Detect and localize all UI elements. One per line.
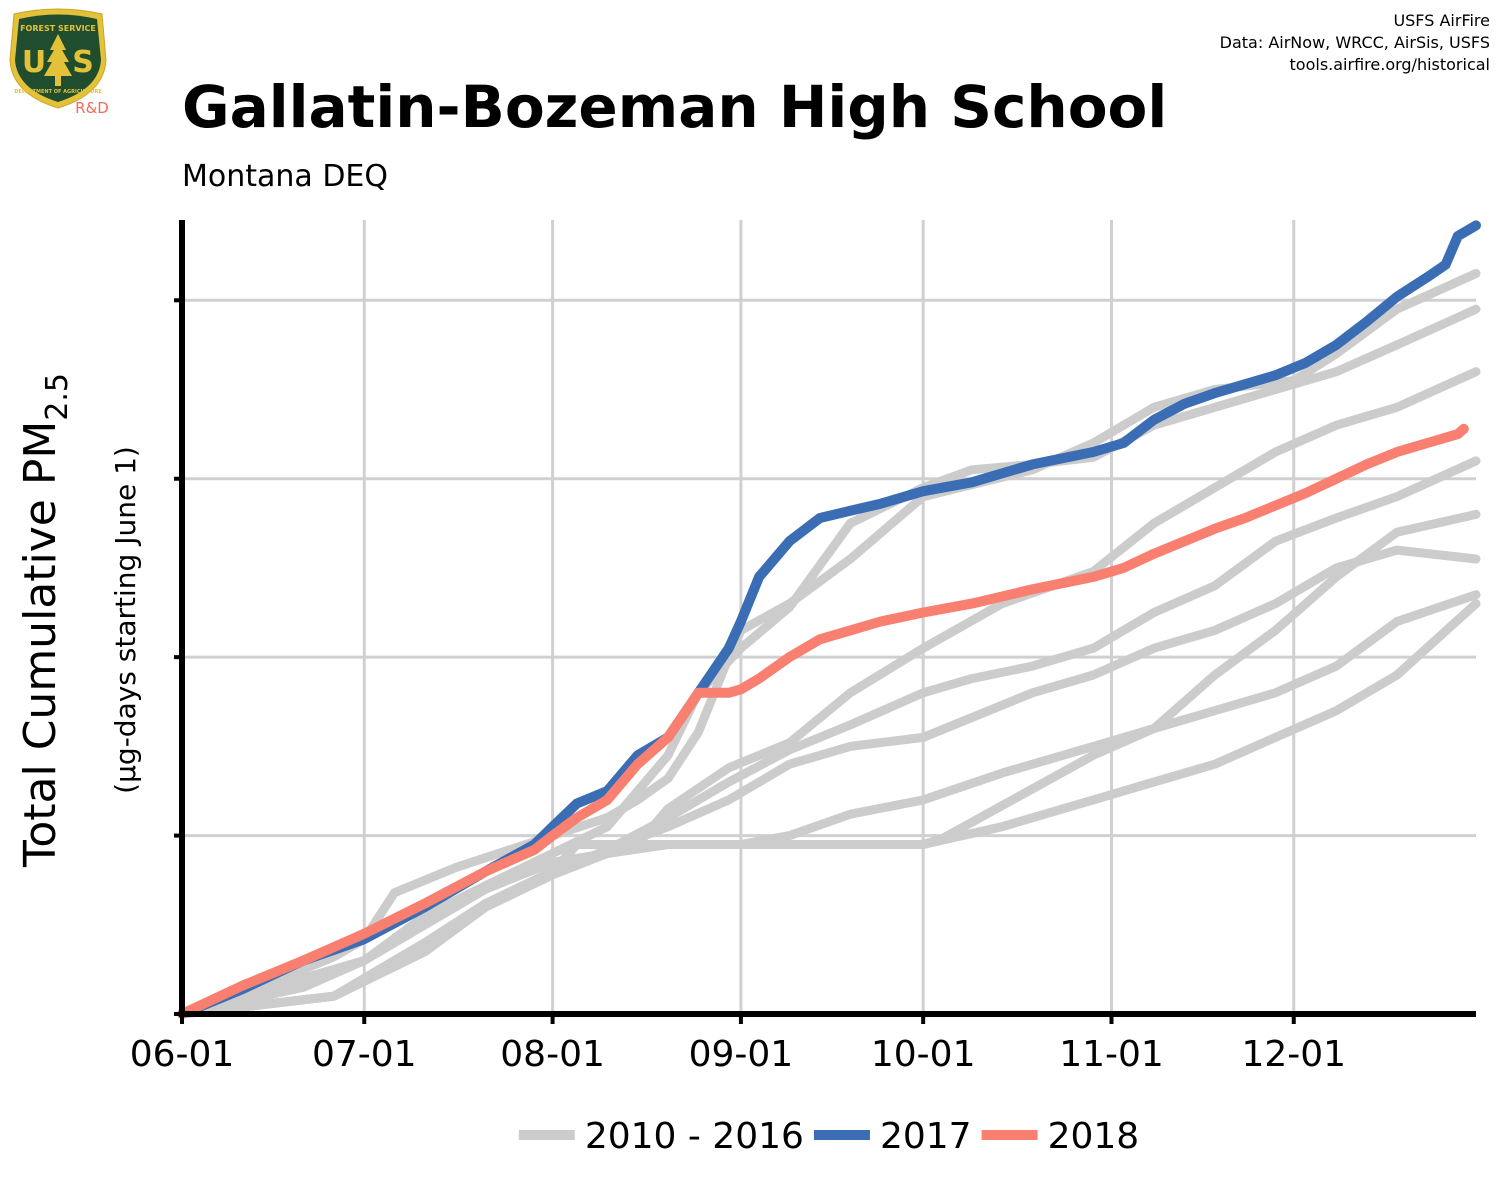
series-line-background-3 [177,367,1481,1019]
x-tick-label-1: 07-01 [312,1034,417,1075]
x-tick-label-2: 08-01 [500,1034,605,1075]
legend-label-0: 2010 - 2016 [585,1116,804,1157]
x-tick-labels: 06-01 07-01 08-01 09-01 10-01 11-01 12-01 [130,1034,1346,1075]
axes [174,220,1476,1024]
credit-line-2: Data: AirNow, WRCC, AirSis, USFS [1220,33,1490,52]
y-axis-units: (µg-days starting June 1) [109,446,142,794]
logo-top-text: FOREST SERVICE [20,24,96,33]
legend-label-2: 2018 [1048,1116,1140,1157]
legend: 2010 - 2016 2017 2018 [518,1116,1140,1157]
x-tick-label-3: 09-01 [689,1034,794,1075]
series-line-background-8 [177,599,1481,1019]
logo-badge-text: R&D [75,99,109,117]
x-tick-label-5: 11-01 [1059,1034,1164,1075]
chart-subtitle: Montana DEQ [182,159,388,194]
usfs-shield-logo: FOREST SERVICE U S DEPARTMENT OF AGRICUL… [9,8,109,117]
series-line-2018 [177,423,1469,1019]
x-tick-label-4: 10-01 [871,1034,976,1075]
credits: USFS AirFire Data: AirNow, WRCC, AirSis,… [1220,11,1490,74]
y-axis-label: Total Cumulative PM2.5 [15,373,75,868]
logo-letter-u: U [22,45,46,80]
data-series [177,220,1481,1019]
logo-tree-icon [44,34,72,86]
series-line-background-5 [177,509,1481,1019]
x-tick-label-0: 06-01 [130,1034,235,1075]
chart-title: Gallatin-Bozeman High School [182,73,1167,141]
logo-bottom-text: DEPARTMENT OF AGRICULTURE [14,89,102,95]
series-line-background-2 [177,304,1481,1019]
logo-letter-s: S [72,45,94,80]
legend-label-1: 2017 [880,1116,972,1157]
credit-line-3: tools.airfire.org/historical [1290,55,1490,74]
x-tick-label-6: 12-01 [1241,1034,1346,1075]
y-axis-label-subscript: 2.5 [40,373,75,421]
grid-lines [182,220,1476,1014]
credit-line-1: USFS AirFire [1393,11,1490,30]
y-axis-label-main: Total Cumulative PM [15,421,66,868]
